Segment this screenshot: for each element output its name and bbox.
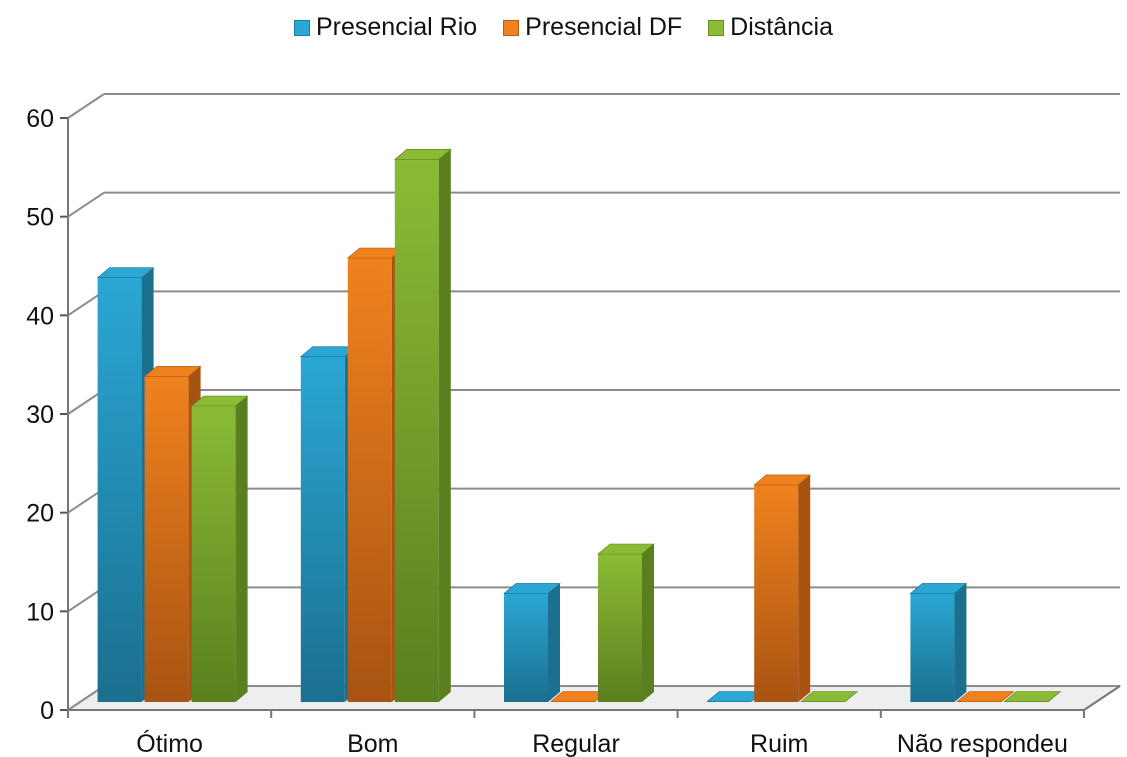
x-axis-end xyxy=(1083,685,1121,711)
bar-front xyxy=(504,593,548,702)
bar xyxy=(503,583,561,702)
legend-item-distancia: Distância xyxy=(708,13,833,42)
legend-swatch-presencial-rio xyxy=(293,19,310,36)
x-tick-label: Bom xyxy=(347,730,398,757)
bar-front xyxy=(754,484,799,702)
y-tick-label: 0 xyxy=(40,697,54,725)
bar xyxy=(956,691,1015,702)
x-tick-label: Não respondeu xyxy=(897,730,1068,757)
legend-item-presencial-rio: Presencial Rio xyxy=(293,13,478,42)
bar-side xyxy=(438,149,451,703)
bar-top xyxy=(753,474,812,486)
bar-top xyxy=(956,691,1015,702)
bar-side xyxy=(954,583,967,702)
bar-side xyxy=(235,396,248,702)
bar-side xyxy=(642,544,654,702)
legend-swatch-presencial-df xyxy=(503,19,520,36)
legend-item-presencial-df: Presencial DF xyxy=(503,13,682,42)
legend-label-distancia: Distância xyxy=(730,13,833,41)
bar-top xyxy=(503,583,561,594)
bar-front xyxy=(347,258,392,702)
tick-labels: 0 10 20 30 40 50 60 Ótimo Bom Regular Ruim Não resp… xyxy=(26,105,1068,757)
y-tick-label: 10 xyxy=(26,598,54,626)
bars xyxy=(96,149,1062,703)
bar-top xyxy=(597,543,655,555)
bar-side xyxy=(548,583,560,702)
bar-top xyxy=(190,395,249,407)
y-tick-label: 60 xyxy=(26,105,54,133)
x-tick-label: Ótimo xyxy=(136,729,203,757)
y-tick-label: 40 xyxy=(26,302,54,330)
legend: Presencial Rio Presencial DF Distância xyxy=(0,13,1127,42)
bar-front xyxy=(191,406,236,702)
bar-top xyxy=(909,583,968,594)
axes xyxy=(60,117,1121,718)
gridline-diagonal xyxy=(67,93,105,119)
bar-front xyxy=(394,159,439,703)
bar xyxy=(393,149,452,703)
gridline-diagonal xyxy=(67,191,105,218)
bar-top xyxy=(393,149,452,160)
bar-front xyxy=(598,554,642,702)
bar xyxy=(909,583,968,702)
legend-swatch-distancia xyxy=(708,19,725,36)
bar xyxy=(800,691,859,702)
bar-front xyxy=(144,376,189,702)
bar xyxy=(1003,691,1062,702)
y-tick-label: 20 xyxy=(26,500,54,528)
bar-front xyxy=(97,277,142,702)
x-tick-label: Ruim xyxy=(750,730,808,757)
y-tick-label: 50 xyxy=(26,204,54,232)
bar xyxy=(753,474,812,702)
bar-top xyxy=(1003,691,1062,702)
legend-label-presencial-df: Presencial DF xyxy=(525,13,683,41)
bar-front xyxy=(300,356,345,702)
y-tick-label: 30 xyxy=(26,401,54,429)
bar xyxy=(190,395,249,702)
bar-top xyxy=(800,691,859,702)
bar-side xyxy=(798,474,811,702)
x-tick-label: Regular xyxy=(532,730,620,757)
bar xyxy=(597,543,655,702)
bar-top xyxy=(143,366,202,377)
bar-top xyxy=(96,267,155,279)
legend-label-presencial-rio: Presencial Rio xyxy=(315,13,478,41)
bar-front xyxy=(910,593,955,702)
